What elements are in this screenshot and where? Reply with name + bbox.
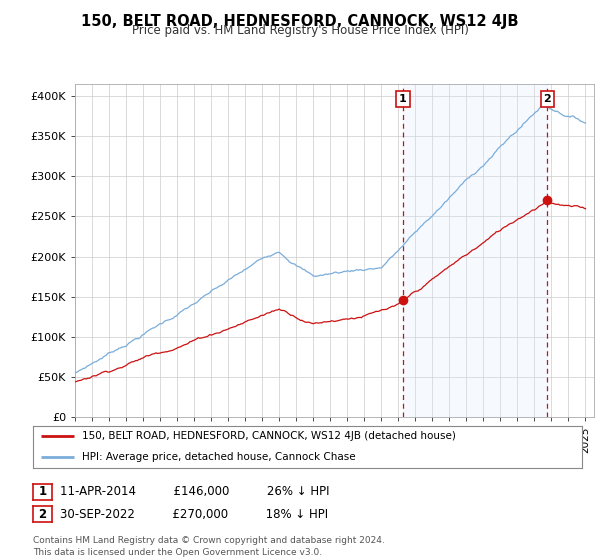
Text: 2: 2 bbox=[38, 507, 47, 521]
Text: 2: 2 bbox=[544, 94, 551, 104]
Text: 30-SEP-2022          £270,000          18% ↓ HPI: 30-SEP-2022 £270,000 18% ↓ HPI bbox=[60, 507, 328, 521]
Text: Price paid vs. HM Land Registry's House Price Index (HPI): Price paid vs. HM Land Registry's House … bbox=[131, 24, 469, 36]
Text: 1: 1 bbox=[399, 94, 407, 104]
Text: 150, BELT ROAD, HEDNESFORD, CANNOCK, WS12 4JB: 150, BELT ROAD, HEDNESFORD, CANNOCK, WS1… bbox=[81, 14, 519, 29]
Text: HPI: Average price, detached house, Cannock Chase: HPI: Average price, detached house, Cann… bbox=[82, 452, 356, 462]
Bar bbox=[403, 84, 547, 417]
Text: 1: 1 bbox=[38, 485, 47, 498]
Text: 11-APR-2014          £146,000          26% ↓ HPI: 11-APR-2014 £146,000 26% ↓ HPI bbox=[60, 485, 329, 498]
Text: Contains HM Land Registry data © Crown copyright and database right 2024.
This d: Contains HM Land Registry data © Crown c… bbox=[33, 536, 385, 557]
Text: 150, BELT ROAD, HEDNESFORD, CANNOCK, WS12 4JB (detached house): 150, BELT ROAD, HEDNESFORD, CANNOCK, WS1… bbox=[82, 431, 456, 441]
